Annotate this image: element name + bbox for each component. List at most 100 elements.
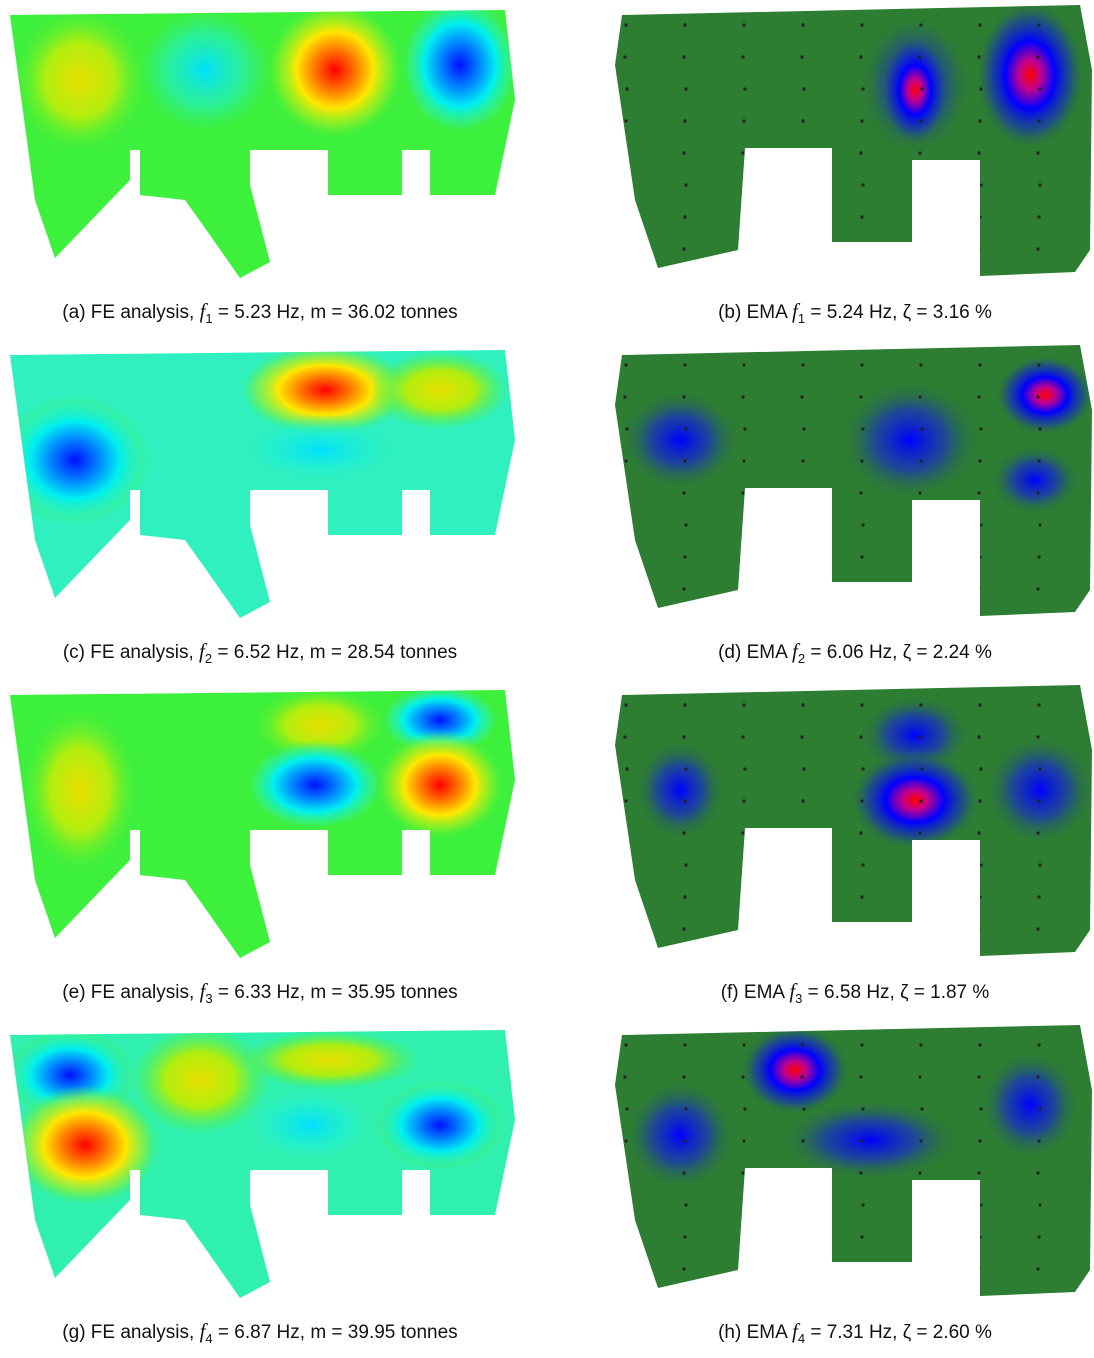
mode-blob xyxy=(265,10,405,140)
caption-label: (c) FE analysis, xyxy=(63,642,199,663)
caption-label: (b) EMA xyxy=(718,302,792,323)
caption: (c) FE analysis, f2 = 6.52 Hz, m = 28.54… xyxy=(63,639,457,666)
sensor-point xyxy=(683,1235,687,1239)
sensor-point xyxy=(800,55,804,59)
caption: (b) EMA f1 = 5.24 Hz, ζ = 3.16 % xyxy=(718,299,992,326)
sensor-point xyxy=(682,1171,686,1175)
sensor-point xyxy=(624,23,628,27)
sensor-point xyxy=(978,119,982,123)
mode-blob xyxy=(740,1025,850,1115)
sensor-point xyxy=(860,555,864,559)
sensor-point xyxy=(800,1267,804,1271)
sensor-point xyxy=(1037,23,1041,27)
mode-blob xyxy=(780,1100,960,1180)
sensor-point xyxy=(743,1203,747,1207)
caption-label: (h) EMA xyxy=(718,1322,792,1343)
sensor-point xyxy=(682,927,686,931)
sensor-point xyxy=(625,523,629,527)
sensor-point xyxy=(801,555,805,559)
caption-value: = 6.33 Hz, m = 35.95 tonnes xyxy=(213,982,458,1003)
caption-value: = 5.23 Hz, m = 36.02 tonnes xyxy=(213,302,458,323)
sensor-point xyxy=(800,247,804,251)
sensor-point xyxy=(801,119,805,123)
ema-panel: (f) EMA f3 = 6.58 Hz, ζ = 1.87 % xyxy=(615,685,1092,1006)
sensor-point xyxy=(859,55,863,59)
fe-panel: (g) FE analysis, f4 = 6.87 Hz, m = 39.95… xyxy=(10,1030,515,1346)
caption-variable: f xyxy=(792,639,801,663)
sensor-point xyxy=(1038,183,1042,187)
sensor-point xyxy=(1038,1107,1042,1111)
sensor-point xyxy=(919,119,923,123)
sensor-point xyxy=(920,427,924,431)
sensor-point xyxy=(1036,1267,1040,1271)
sensor-point xyxy=(682,1267,686,1271)
sensor-point xyxy=(624,459,628,463)
sensor-point xyxy=(743,87,747,91)
sensor-point xyxy=(859,395,863,399)
sensor-point xyxy=(684,863,688,867)
mode-shape xyxy=(10,350,510,525)
mode-blob xyxy=(240,1030,420,1090)
sensor-point xyxy=(861,523,865,527)
mode-blob xyxy=(20,705,140,875)
sensor-point xyxy=(1037,895,1041,899)
mode-blob xyxy=(370,350,510,430)
sensor-point xyxy=(1038,1203,1042,1207)
sensor-point xyxy=(977,395,981,399)
sensor-point xyxy=(741,151,745,155)
sensor-point xyxy=(624,1043,628,1047)
sensor-point xyxy=(683,363,687,367)
caption-value: = 5.24 Hz, ζ = 3.16 % xyxy=(805,302,992,323)
sensor-point xyxy=(741,1075,745,1079)
sensor-point xyxy=(919,555,923,559)
sensor-point xyxy=(1036,735,1040,739)
sensor-point xyxy=(682,55,686,59)
sensor-point xyxy=(861,863,865,867)
sensor-point xyxy=(1036,247,1040,251)
sensor-point xyxy=(977,587,981,591)
caption-variable: f xyxy=(792,299,801,323)
caption-variable: f xyxy=(792,1319,801,1343)
sensor-point xyxy=(801,459,805,463)
caption-label: (e) FE analysis, xyxy=(62,982,199,1003)
sensor-point xyxy=(861,183,865,187)
mode-blob xyxy=(625,1080,735,1190)
sensor-point xyxy=(684,427,688,431)
sensor-point xyxy=(859,1267,863,1271)
sensor-point xyxy=(1037,1139,1041,1143)
sensor-point xyxy=(801,215,805,219)
sensor-point xyxy=(1037,363,1041,367)
ema-panel: (b) EMA f1 = 5.24 Hz, ζ = 3.16 % xyxy=(615,5,1092,326)
sensor-point xyxy=(624,1235,628,1239)
sensor-point xyxy=(800,395,804,399)
caption-variable: f xyxy=(200,979,209,1003)
sensor-point xyxy=(624,799,628,803)
sensor-point xyxy=(741,735,745,739)
sensor-point xyxy=(977,247,981,251)
mode-shape xyxy=(10,1030,505,1205)
sensor-point xyxy=(978,363,982,367)
sensor-point xyxy=(802,427,806,431)
caption: (d) EMA f2 = 6.06 Hz, ζ = 2.24 % xyxy=(718,639,992,666)
sensor-point xyxy=(682,151,686,155)
caption-subscript: 2 xyxy=(205,651,212,666)
mode-blob xyxy=(245,740,385,830)
sensor-point xyxy=(919,23,923,27)
sensor-point xyxy=(624,555,628,559)
fe-panel: (c) FE analysis, f2 = 6.52 Hz, m = 28.54… xyxy=(10,350,515,666)
sensor-point xyxy=(623,247,627,251)
fe-panel: (a) FE analysis, f1 = 5.23 Hz, m = 36.02… xyxy=(10,10,515,326)
sensor-point xyxy=(683,1139,687,1143)
sensor-point xyxy=(683,459,687,463)
sensor-point xyxy=(625,1203,629,1207)
sensor-point xyxy=(860,1043,864,1047)
sensor-point xyxy=(683,23,687,27)
sensor-point xyxy=(919,215,923,219)
sensor-point xyxy=(860,1235,864,1239)
sensor-point xyxy=(918,927,922,931)
sensor-point xyxy=(859,831,863,835)
sensor-point xyxy=(860,363,864,367)
sensor-point xyxy=(741,491,745,495)
sensor-point xyxy=(800,831,804,835)
sensor-point xyxy=(1036,395,1040,399)
